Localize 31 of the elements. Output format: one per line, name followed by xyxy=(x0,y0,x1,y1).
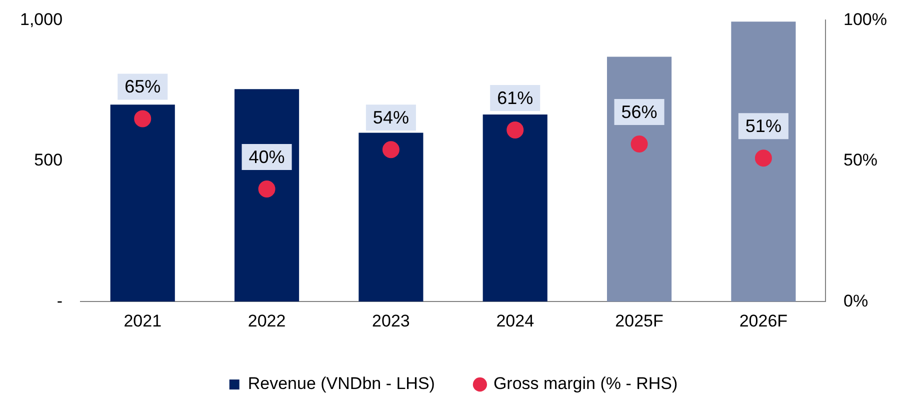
legend-label: Gross margin (% - RHS) xyxy=(493,374,678,394)
bar xyxy=(482,114,548,302)
y2-tick-label: 50% xyxy=(844,150,878,170)
point xyxy=(258,180,276,198)
data-label: 65% xyxy=(124,76,161,97)
y-tick-label: 500 xyxy=(34,150,63,170)
data-label: 40% xyxy=(248,147,285,168)
legend-label: Revenue (VNDbn - LHS) xyxy=(248,374,435,394)
bar xyxy=(110,104,175,302)
y-tick-label: - xyxy=(56,291,63,310)
point xyxy=(382,141,400,158)
x-tick-label: 2022 xyxy=(248,311,286,330)
y-tick-label: 1,000 xyxy=(20,10,63,29)
point xyxy=(630,136,648,153)
bar xyxy=(358,132,424,302)
x-tick-label: 2023 xyxy=(372,311,410,330)
x-tick-label: 2021 xyxy=(124,311,162,330)
x-tick-label: 2025F xyxy=(615,311,664,330)
data-label: 56% xyxy=(621,102,658,122)
x-tick-label: 2024 xyxy=(496,311,534,330)
point xyxy=(506,121,524,138)
x-tick-label: 2026F xyxy=(739,311,788,330)
point xyxy=(134,110,152,128)
bar xyxy=(731,22,796,302)
point xyxy=(754,150,772,167)
y2-tick-label: 100% xyxy=(844,10,888,29)
bar xyxy=(606,56,672,302)
data-label: 51% xyxy=(745,116,782,136)
y2-tick-label: 0% xyxy=(844,291,868,310)
data-label: 54% xyxy=(372,108,409,128)
data-label: 61% xyxy=(497,88,534,108)
